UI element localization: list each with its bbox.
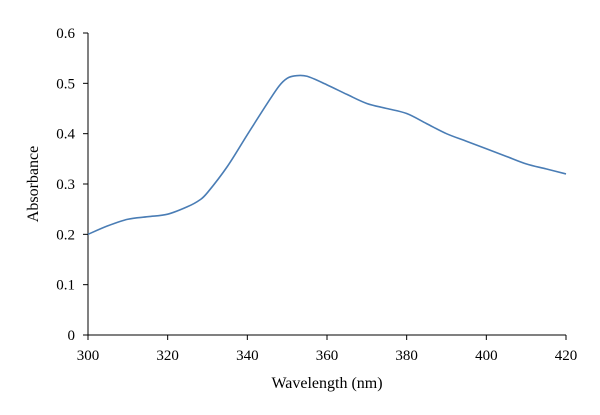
absorbance-line [87,74,567,236]
x-tick-label: 300 [77,348,100,364]
x-tick-label: 360 [316,348,339,364]
y-tick-label: 0.1 [56,278,75,294]
y-tick-label: 0.2 [56,227,75,243]
x-tick-label: 320 [156,348,179,364]
x-tick-label: 340 [236,348,259,364]
y-tick-label: 0.5 [56,76,75,92]
y-axis-title: Absorbance [25,146,42,222]
series [87,74,567,236]
x-axis-title: Wavelength (nm) [271,375,382,392]
y-tick-label: 0.6 [56,26,75,42]
x-tick-label: 380 [395,348,418,364]
y-tick-label: 0.3 [56,177,75,193]
x-tick-label: 420 [555,348,578,364]
x-tick-label: 400 [475,348,498,364]
y-tick-label: 0.4 [56,127,75,143]
axes [87,33,566,336]
ticks: 300 320 340 360 380 400 420 0 0.1 0.2 0.3 0.4 0.5 0.6 [56,26,577,364]
y-tick-label: 0 [68,328,76,344]
